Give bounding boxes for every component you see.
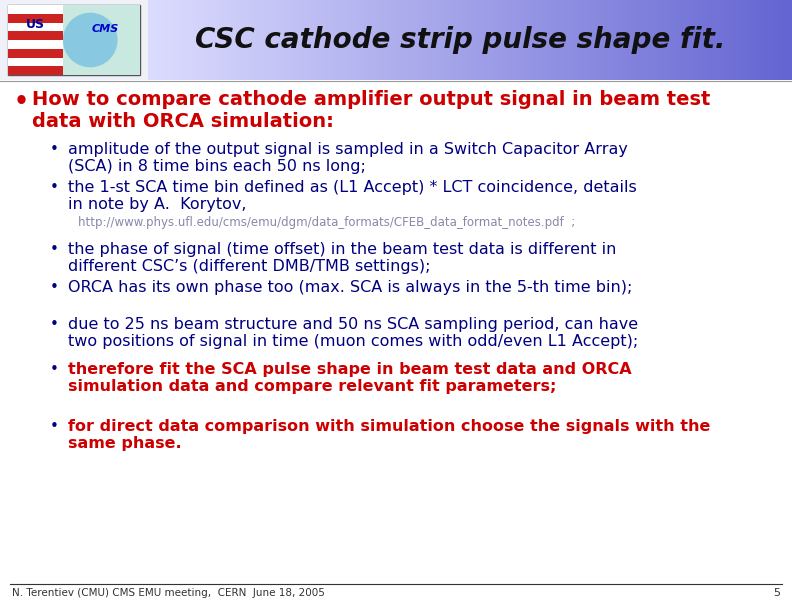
Bar <box>8 5 140 75</box>
Text: •: • <box>50 280 59 295</box>
Text: http://www.phys.ufl.edu/cms/emu/dgm/data_formats/CFEB_data_format_notes.pdf  ;: http://www.phys.ufl.edu/cms/emu/dgm/data… <box>78 216 575 229</box>
Text: •: • <box>50 362 59 377</box>
Text: How to compare cathode amplifier output signal in beam test: How to compare cathode amplifier output … <box>32 90 710 109</box>
Text: CMS: CMS <box>92 24 119 34</box>
Text: the phase of signal (time offset) in the beam test data is different in
differen: the phase of signal (time offset) in the… <box>68 242 616 274</box>
Text: due to 25 ns beam structure and 50 ns SCA sampling period, can have
two position: due to 25 ns beam structure and 50 ns SC… <box>68 317 638 349</box>
Text: amplitude of the output signal is sampled in a Switch Capacitor Array
(SCA) in 8: amplitude of the output signal is sample… <box>68 142 628 174</box>
Text: ORCA has its own phase too (max. SCA is always in the 5-th time bin);: ORCA has its own phase too (max. SCA is … <box>68 280 632 295</box>
Text: •: • <box>50 142 59 157</box>
Bar <box>8 23 63 31</box>
Bar <box>8 40 63 49</box>
Circle shape <box>63 13 117 67</box>
Text: •: • <box>50 317 59 332</box>
Text: the 1-st SCA time bin defined as (L1 Accept) * LCT coincidence, details
in note : the 1-st SCA time bin defined as (L1 Acc… <box>68 180 637 212</box>
Text: for direct data comparison with simulation choose the signals with the
same phas: for direct data comparison with simulati… <box>68 419 710 452</box>
Bar <box>8 49 63 58</box>
Bar <box>8 5 63 13</box>
Text: •: • <box>50 242 59 257</box>
Text: US: US <box>26 18 45 31</box>
Text: N. Terentiev (CMU) CMS EMU meeting,  CERN  June 18, 2005: N. Terentiev (CMU) CMS EMU meeting, CERN… <box>12 588 325 598</box>
Text: •: • <box>50 180 59 195</box>
Bar <box>8 58 63 66</box>
Bar <box>63 5 140 75</box>
Text: data with ORCA simulation:: data with ORCA simulation: <box>32 112 334 131</box>
Text: CSC cathode strip pulse shape fit.: CSC cathode strip pulse shape fit. <box>195 26 725 54</box>
Text: •: • <box>14 90 29 114</box>
Text: •: • <box>50 419 59 434</box>
Bar <box>8 31 63 40</box>
Text: 5: 5 <box>773 588 780 598</box>
Bar <box>8 13 63 23</box>
Bar <box>8 66 63 75</box>
Text: therefore fit the SCA pulse shape in beam test data and ORCA
simulation data and: therefore fit the SCA pulse shape in bea… <box>68 362 632 394</box>
